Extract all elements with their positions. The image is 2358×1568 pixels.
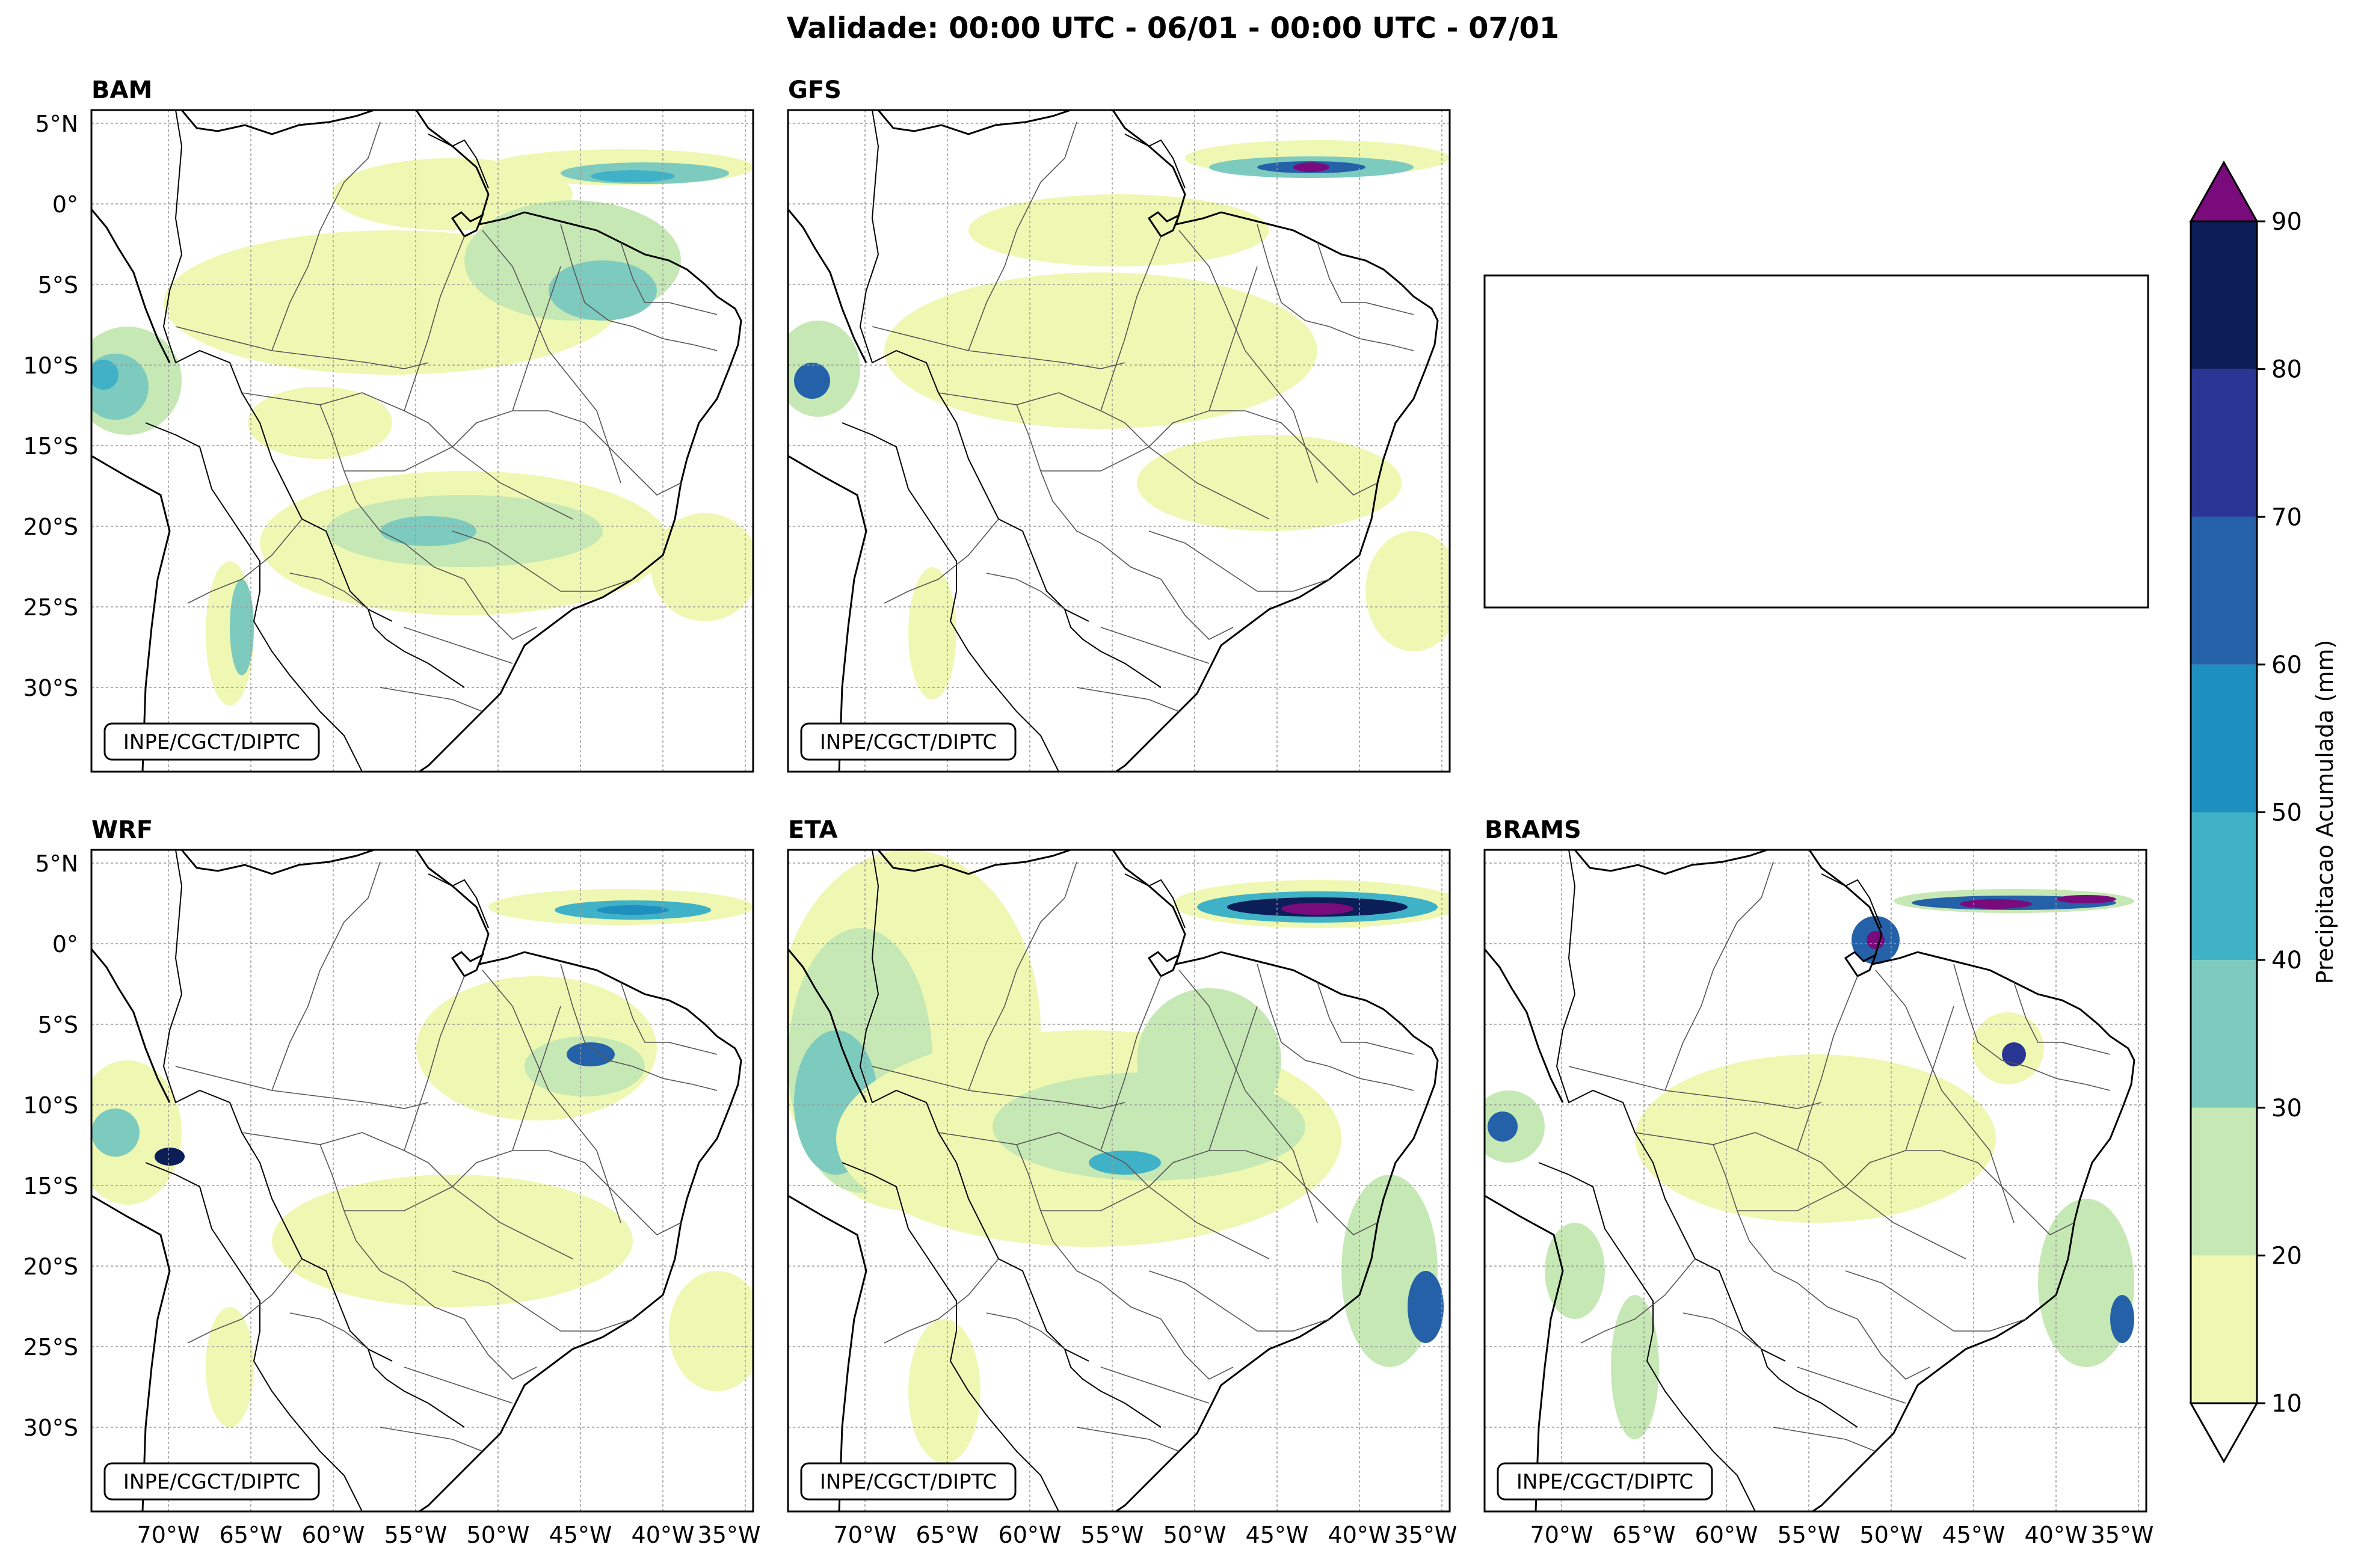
lon-tick: 40°W bbox=[632, 1522, 695, 1548]
lat-tick: 5°S bbox=[38, 272, 78, 298]
lon-tick: 55°W bbox=[1081, 1522, 1144, 1548]
credit-box: INPE/CGCT/DIPTC bbox=[800, 722, 1017, 761]
lon-tick: 45°W bbox=[1246, 1522, 1309, 1548]
panel-title: BAM bbox=[91, 76, 152, 104]
credit-box: INPE/CGCT/DIPTC bbox=[103, 1462, 320, 1501]
lon-tick: 60°W bbox=[1695, 1522, 1758, 1548]
lon-tick: 65°W bbox=[220, 1522, 283, 1548]
lat-tick: 25°S bbox=[23, 594, 78, 621]
lat-tick: 5°N bbox=[35, 850, 78, 877]
precip-field bbox=[788, 850, 1450, 1463]
lon-tick: 50°W bbox=[1860, 1522, 1923, 1548]
lon-tick: 55°W bbox=[384, 1522, 448, 1548]
empty-panel bbox=[1483, 274, 2149, 609]
lon-tick: 55°W bbox=[1778, 1522, 1841, 1548]
lon-tick: 40°W bbox=[1328, 1522, 1391, 1548]
lon-tick: 35°W bbox=[1394, 1522, 1458, 1548]
credit-label: INPE/CGCT/DIPTC bbox=[123, 730, 300, 754]
colorbar-tick-label: 80 bbox=[2271, 356, 2302, 384]
precip-field bbox=[91, 149, 753, 706]
lat-tick: 30°S bbox=[23, 1415, 78, 1441]
colorbar-extend-over bbox=[2189, 160, 2259, 223]
colorbar-tick-label: 40 bbox=[2271, 947, 2302, 974]
colorbar-tick-label: 50 bbox=[2271, 799, 2302, 827]
lon-tick: 60°W bbox=[999, 1522, 1062, 1548]
lat-tick: 10°S bbox=[23, 1092, 78, 1119]
panel-title: WRF bbox=[91, 816, 153, 844]
lat-tick: 0° bbox=[52, 931, 78, 958]
panel-bam: BAM bbox=[90, 76, 754, 773]
lat-tick: 10°S bbox=[23, 352, 78, 379]
colorbar-ticks: 10 20 30 40 50 60 70 80 90 bbox=[2257, 208, 2302, 1418]
lat-tick: 0° bbox=[52, 191, 78, 218]
colorbar-segment bbox=[2191, 812, 2257, 961]
colorbar-tick-label: 20 bbox=[2271, 1242, 2302, 1270]
lat-tick: 20°S bbox=[23, 1253, 78, 1280]
lat-tick: 20°S bbox=[23, 514, 78, 540]
lon-tick: 70°W bbox=[1530, 1522, 1593, 1548]
lat-ticks-bottom: 5°N 0° 5°S 10°S 15°S 20°S 25°S 30°S bbox=[23, 850, 78, 1441]
lat-tick: 5°N bbox=[35, 111, 78, 137]
colorbar-tick-label: 70 bbox=[2271, 503, 2302, 531]
colorbar-segment bbox=[2191, 1107, 2257, 1256]
lon-ticks-brams: 70°W 65°W 60°W 55°W 50°W 45°W 40°W 35°W bbox=[1530, 1522, 2154, 1548]
lat-ticks-top: 5°N 0° 5°S 10°S 15°S 20°S 25°S 30°S bbox=[23, 111, 78, 701]
colorbar-tick-label: 60 bbox=[2271, 651, 2302, 679]
lon-tick: 45°W bbox=[1942, 1522, 2006, 1548]
colorbar: 10 20 30 40 50 60 70 80 90 Precipitacao Acumulad… bbox=[2189, 160, 2338, 1464]
panel-title: BRAMS bbox=[1485, 816, 1581, 844]
colorbar-extend-under bbox=[2189, 1402, 2259, 1464]
lat-tick: 25°S bbox=[23, 1334, 78, 1360]
lon-tick: 45°W bbox=[549, 1522, 612, 1548]
credit-box: INPE/CGCT/DIPTC bbox=[800, 1462, 1017, 1501]
credit-box: INPE/CGCT/DIPTC bbox=[103, 722, 320, 761]
lon-tick: 40°W bbox=[2025, 1522, 2088, 1548]
credit-label: INPE/CGCT/DIPTC bbox=[820, 730, 997, 754]
precip-field bbox=[1485, 889, 2134, 1439]
colorbar-tick-label: 90 bbox=[2271, 208, 2302, 236]
lon-tick: 50°W bbox=[1163, 1522, 1227, 1548]
lon-tick: 70°W bbox=[834, 1522, 897, 1548]
lon-tick: 50°W bbox=[467, 1522, 530, 1548]
precip-field bbox=[91, 889, 753, 1427]
lat-tick: 15°S bbox=[23, 1173, 78, 1199]
panel-title: ETA bbox=[788, 816, 838, 844]
colorbar-segments bbox=[2191, 221, 2257, 1403]
colorbar-segment bbox=[2191, 369, 2257, 517]
panel-wrf: WRF INPE/CGCT/DIPTC bbox=[90, 816, 754, 1513]
lat-tick: 15°S bbox=[23, 433, 78, 460]
lon-ticks-eta: 70°W 65°W 60°W 55°W 50°W 45°W 40°W 35°W bbox=[834, 1522, 1458, 1548]
lon-tick: 65°W bbox=[916, 1522, 979, 1548]
panel-brams: BRAMS bbox=[1483, 816, 2147, 1513]
lon-tick: 35°W bbox=[2091, 1522, 2154, 1548]
colorbar-segment bbox=[2191, 664, 2257, 813]
lon-tick: 70°W bbox=[137, 1522, 200, 1548]
figure-title: Validade: 00:00 UTC - 06/01 - 00:00 UTC … bbox=[787, 11, 1560, 45]
lon-tick: 60°W bbox=[302, 1522, 365, 1548]
colorbar-tick-label: 30 bbox=[2271, 1095, 2302, 1122]
lat-tick: 5°S bbox=[38, 1012, 78, 1038]
credit-box: INPE/CGCT/DIPTC bbox=[1497, 1462, 1713, 1501]
panel-gfs: GFS INPE/CGCT/DIPTC bbox=[787, 76, 1451, 773]
credit-label: INPE/CGCT/DIPTC bbox=[123, 1470, 300, 1494]
lon-tick: 35°W bbox=[698, 1522, 761, 1548]
colorbar-label: Precipitacao Acumulada (mm) bbox=[2312, 640, 2338, 985]
lat-tick: 30°S bbox=[23, 675, 78, 701]
colorbar-segment bbox=[2191, 221, 2257, 369]
lon-tick: 65°W bbox=[1613, 1522, 1676, 1548]
panel-eta: ETA IN bbox=[787, 816, 1451, 1513]
credit-label: INPE/CGCT/DIPTC bbox=[1516, 1470, 1693, 1494]
lon-ticks-wrf: 70°W 65°W 60°W 55°W 50°W 45°W 40°W 35°W bbox=[137, 1522, 761, 1548]
colorbar-segment bbox=[2191, 1255, 2257, 1403]
panel-title: GFS bbox=[788, 76, 842, 104]
colorbar-segment bbox=[2191, 960, 2257, 1108]
colorbar-tick-label: 10 bbox=[2271, 1390, 2302, 1418]
colorbar-segment bbox=[2191, 517, 2257, 665]
credit-label: INPE/CGCT/DIPTC bbox=[820, 1470, 997, 1494]
